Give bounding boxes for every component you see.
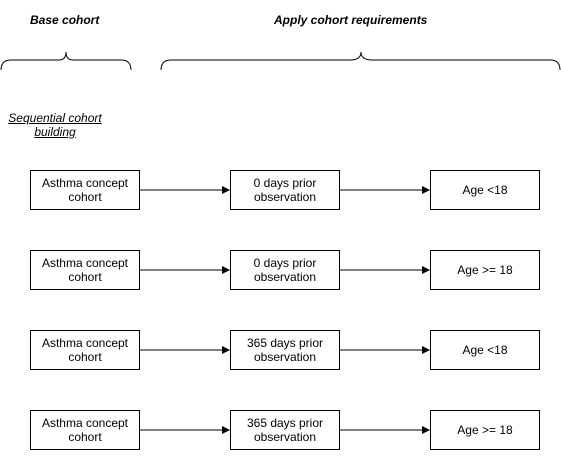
sequential-cohort-note: Sequential cohort building: [8, 111, 102, 139]
base-cohort-header: Base cohort: [30, 13, 100, 27]
age-box-row4: Age >= 18: [430, 410, 540, 450]
age-box-row1: Age <18: [430, 170, 540, 210]
base-cohort-box-row3: Asthma concept cohort: [30, 330, 140, 370]
age-box-row3: Age <18: [430, 330, 540, 370]
base-cohort-box-row4: Asthma concept cohort: [30, 410, 140, 450]
base-cohort-brace: [0, 51, 132, 71]
apply-requirements-header: Apply cohort requirements: [274, 13, 428, 27]
observation-box-row2: 0 days prior observation: [230, 250, 340, 290]
age-box-row2: Age >= 18: [430, 250, 540, 290]
observation-box-row3: 365 days prior observation: [230, 330, 340, 370]
observation-box-row4: 365 days prior observation: [230, 410, 340, 450]
observation-box-row1: 0 days prior observation: [230, 170, 340, 210]
base-cohort-box-row2: Asthma concept cohort: [30, 250, 140, 290]
base-cohort-box-row1: Asthma concept cohort: [30, 170, 140, 210]
apply-requirements-brace: [160, 51, 561, 71]
